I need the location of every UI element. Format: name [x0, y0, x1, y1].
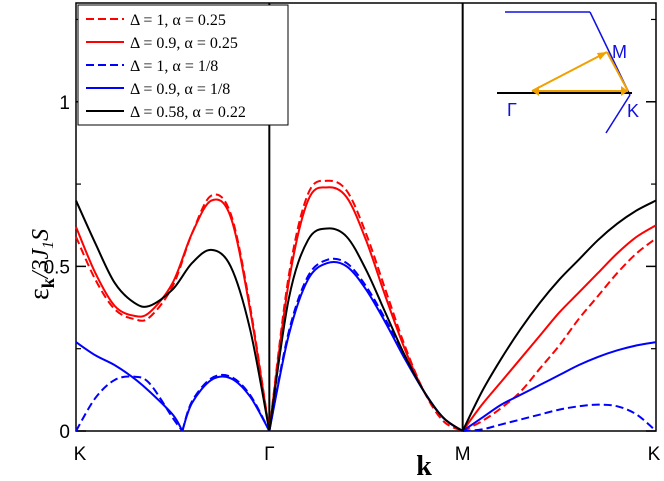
x-tick-label-1: Γ — [264, 444, 274, 465]
y-label-tail: S — [28, 229, 54, 241]
inset-label-gamma: Γ — [507, 100, 517, 120]
inset-arrowhead-m — [597, 52, 607, 60]
y-label-sub: k — [38, 278, 58, 288]
series-line-2 — [75, 257, 657, 432]
y-axis-label: εk/3J1S — [24, 229, 58, 300]
svg-text:εk/3J1S: εk/3J1S — [24, 229, 58, 300]
y-label-rest-sub: 1 — [40, 241, 57, 249]
inset-label-m: M — [612, 42, 627, 62]
inset-arrowhead-gamma — [532, 86, 539, 96]
y-label-main: ε — [24, 288, 55, 300]
series-line-3 — [75, 261, 657, 432]
brillouin-zone-inset: M Γ K — [497, 11, 639, 134]
inset-arrow-m-k — [606, 51, 629, 92]
legend-entry-0: Δ = 1, α = 0.25 — [130, 12, 226, 29]
plot-frame — [75, 2, 657, 432]
y-label-rest: /3J — [28, 248, 54, 281]
legend-entry-3: Δ = 0.9, α = 1/8 — [130, 81, 230, 98]
axis-ticks: 0 0.5 1 K Γ M K — [44, 18, 661, 465]
x-tick-label-2: M — [455, 444, 471, 465]
x-tick-label-3: K — [648, 444, 661, 465]
y-tick-label-1: 0.5 — [44, 257, 70, 278]
series-line-0 — [75, 179, 657, 432]
x-axis-label: k — [416, 451, 432, 481]
inset-label-k: K — [627, 101, 639, 121]
series-line-4 — [75, 199, 657, 432]
inset-arrowhead-k — [621, 86, 628, 96]
legend: Δ = 1, α = 0.25 Δ = 0.9, α = 0.25 Δ = 1, α… — [77, 4, 289, 126]
series-curves — [75, 179, 657, 432]
inset-bz-lower-edge — [605, 94, 631, 134]
inset-arrow-gamma-m — [531, 51, 608, 92]
y-tick-label-2: 1 — [59, 93, 70, 114]
x-tick-label-0: K — [74, 444, 87, 465]
legend-entry-4: Δ = 0.58, α = 0.22 — [130, 104, 246, 121]
series-line-1 — [75, 186, 657, 432]
legend-entry-2: Δ = 1, α = 1/8 — [130, 58, 218, 75]
symmetry-lines — [268, 3, 464, 431]
y-tick-label-0: 0 — [59, 422, 70, 443]
legend-entry-1: Δ = 0.9, α = 0.25 — [130, 35, 238, 52]
